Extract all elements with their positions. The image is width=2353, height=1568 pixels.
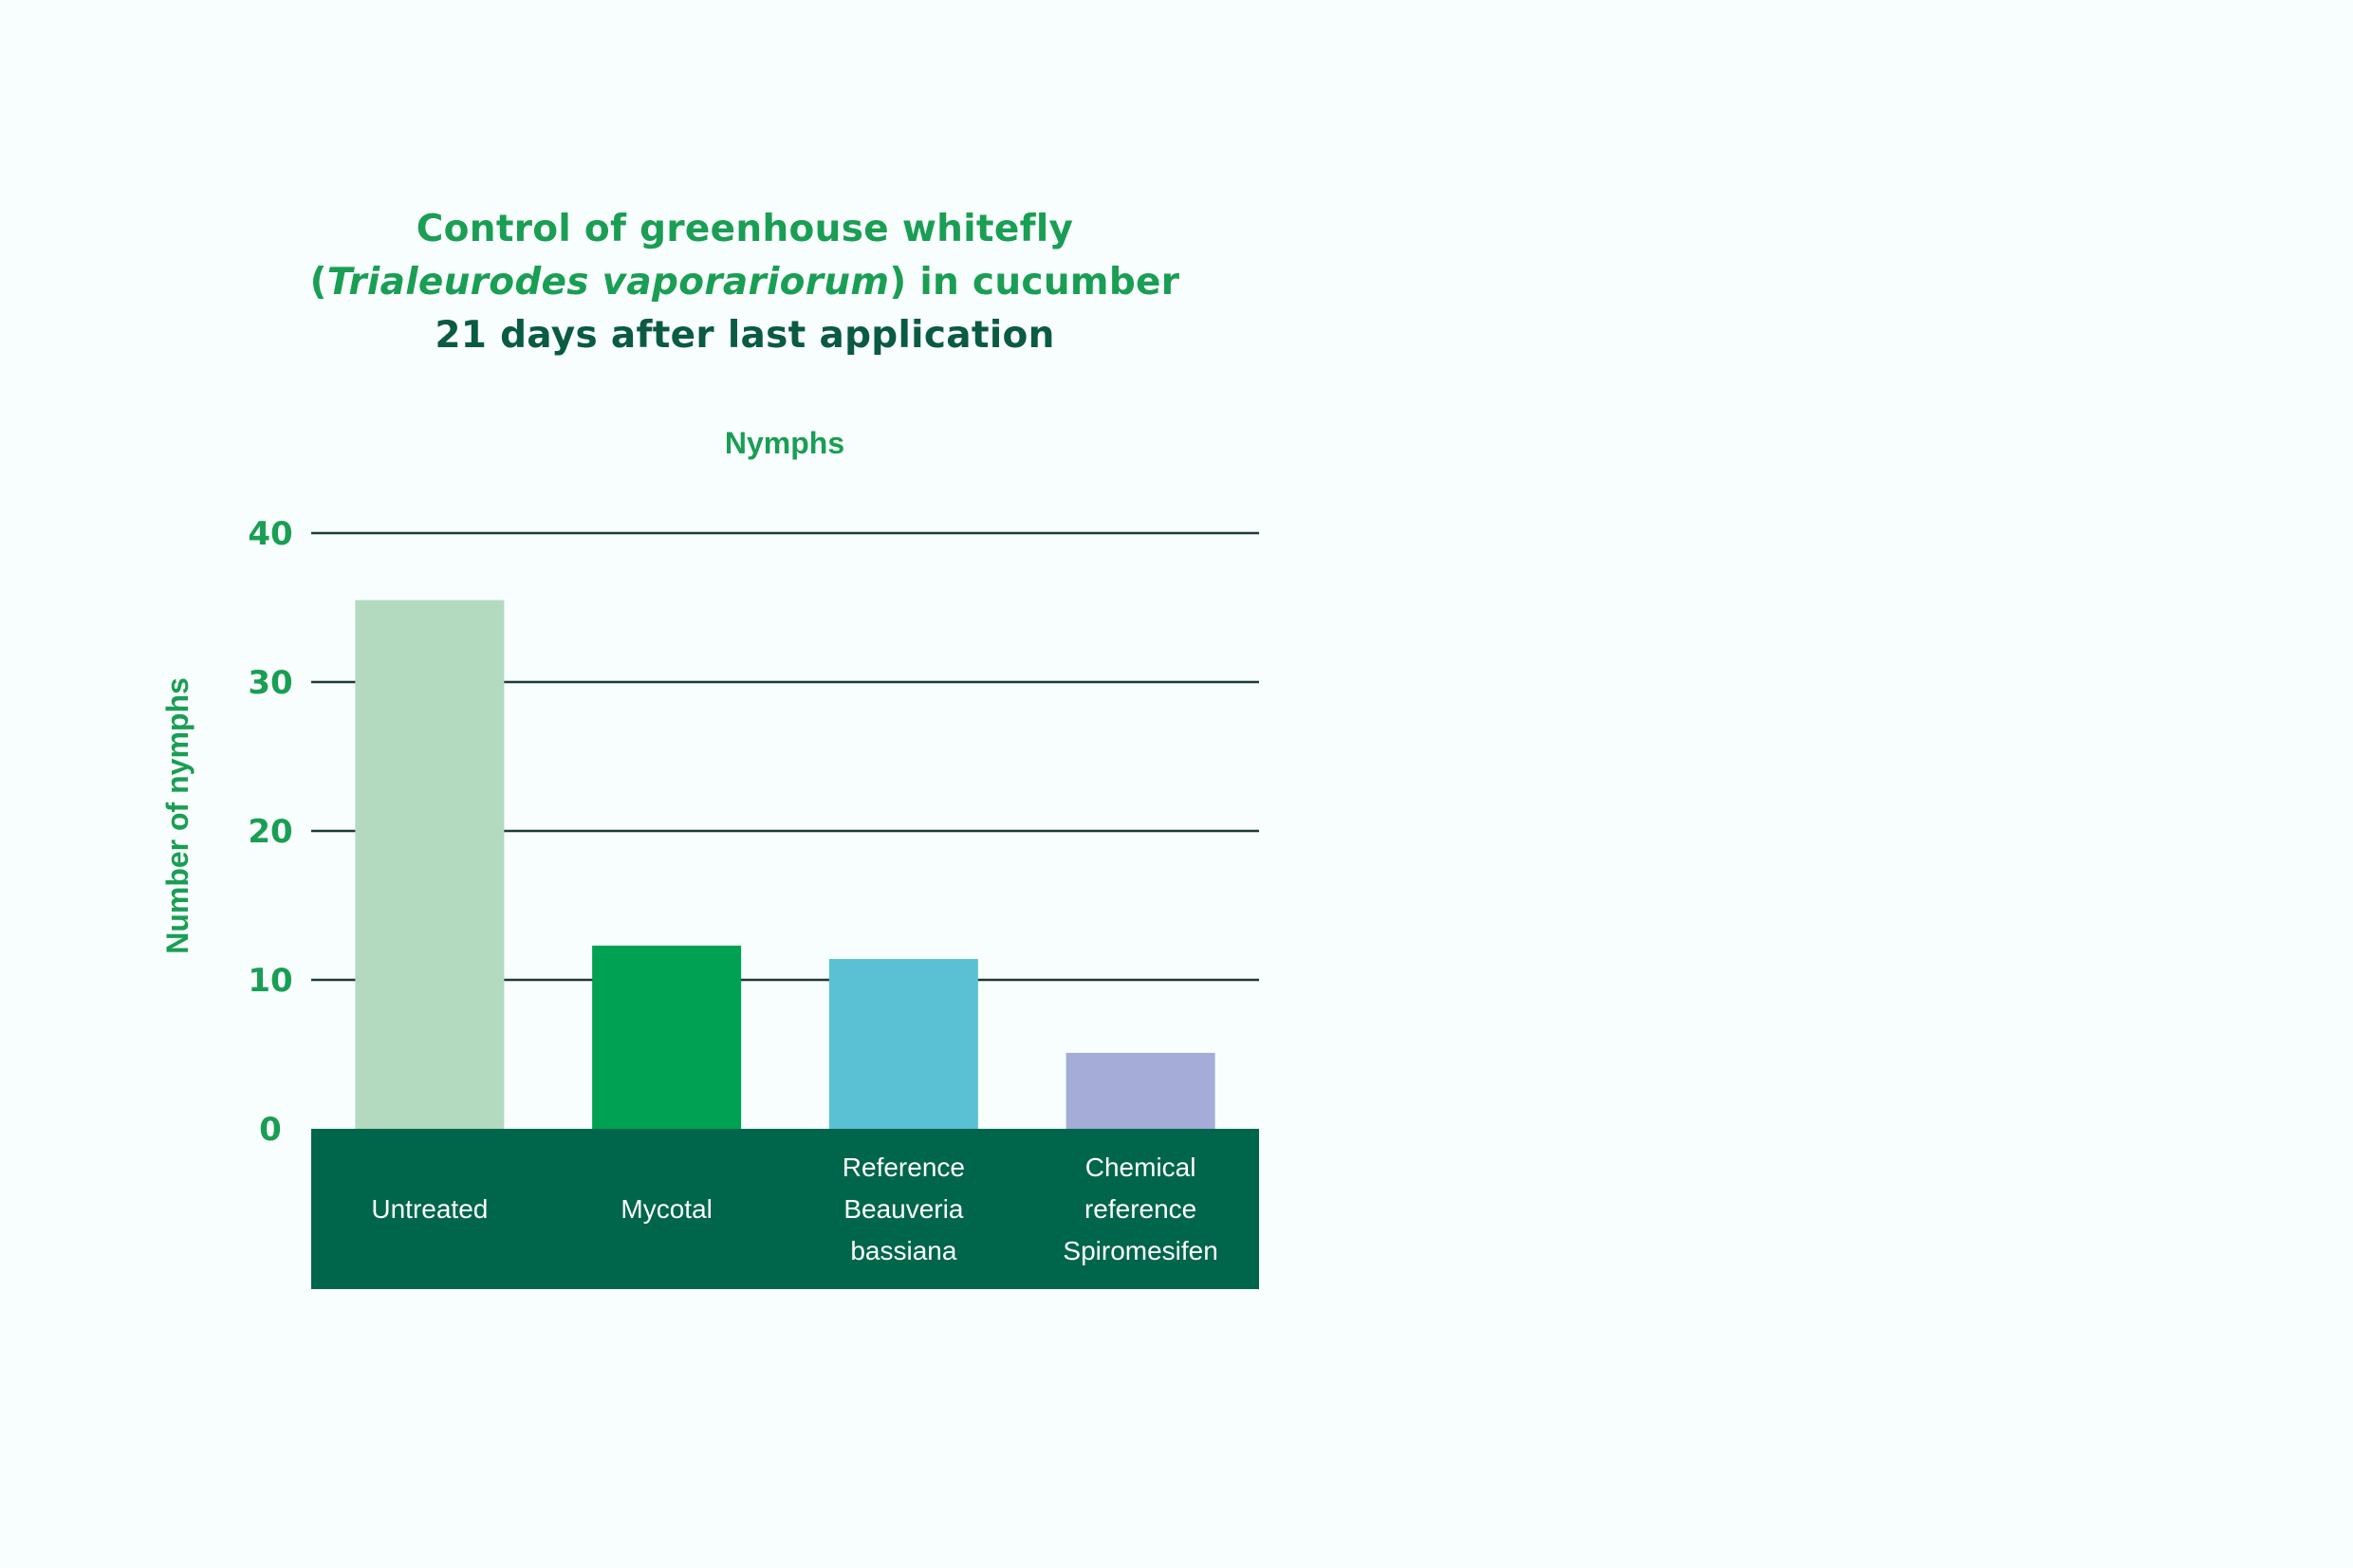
y-tick-label-0: 0 [259,1111,282,1149]
chart-title-line-3: 21 days after last application [435,314,1054,357]
y-tick-label-20: 20 [248,813,292,851]
chart-subtitle: Nymphs [725,426,844,460]
category-label-line: Beauveria [843,1194,964,1224]
y-axis-label: Number of nymphs [160,677,195,954]
chart-title-line-1: Control of greenhouse whitefly [417,208,1074,250]
chart-title-crop: ) in cucumber [889,261,1179,304]
chart-title-paren-open: ( [310,261,327,304]
category-label-line: bassiana [850,1236,957,1265]
category-label-line: Spiromesifen [1063,1236,1217,1265]
chart-title-species: Trialeurodes vaporariorum [327,261,890,304]
bar-3 [828,959,978,1129]
chart-title-line-2: (Trialeurodes vaporariorum) in cucumber [310,261,1180,304]
y-tick-label-40: 40 [248,515,292,553]
y-tick-label-30: 30 [248,664,292,702]
bar-2 [592,945,742,1129]
bar-4 [1065,1052,1215,1129]
category-label-line: Untreated [371,1194,488,1224]
category-label-line: Mycotal [621,1194,712,1224]
category-label-1: Untreated [371,1194,488,1224]
bar-1 [355,600,505,1129]
bars [355,600,1215,1129]
category-label-line: Chemical [1085,1153,1196,1182]
category-labels: Untreated Mycotal Reference Beauveria bassia… [371,1153,1217,1265]
category-label-line: Reference [843,1153,965,1182]
y-tick-label-10: 10 [248,962,292,1000]
category-band [311,1129,1259,1289]
category-label-2: Mycotal [621,1194,712,1224]
category-label-line: reference [1084,1194,1196,1224]
category-axis-band [311,1129,1259,1289]
category-label-4: Chemical reference Spiromesifen [1063,1153,1217,1265]
y-tick-labels: 0 10 20 30 40 [248,515,292,1149]
category-label-3: Reference Beauveria bassiana [843,1153,965,1265]
